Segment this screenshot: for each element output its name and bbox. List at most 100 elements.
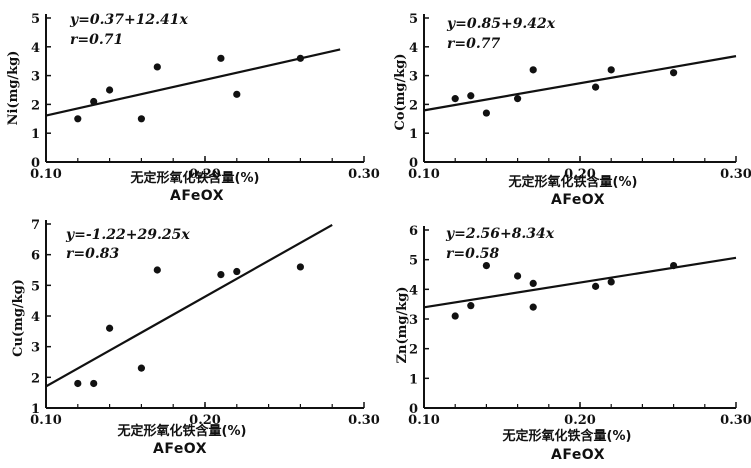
regression-equation: y=0.37+12.41x bbox=[69, 12, 189, 28]
chart-panel-co: 0 1 2 3 4 5 0.10 0.20 0.30 y=0.85+9.42x r=0.77 Co(m… bbox=[393, 12, 751, 208]
y-tick-label: 2 bbox=[409, 343, 418, 358]
data-point bbox=[90, 379, 98, 388]
y-tick-label: 6 bbox=[31, 249, 40, 264]
y-tick-label: 5 bbox=[409, 254, 418, 269]
data-point bbox=[514, 95, 522, 103]
data-point bbox=[514, 272, 522, 280]
y-axis-label: Ni(mg/kg) bbox=[6, 51, 21, 126]
y-tick-label: 1 bbox=[31, 402, 40, 417]
x-axis-sublabel: AFeOX bbox=[170, 188, 224, 204]
data-point bbox=[529, 279, 537, 287]
chart-panel-ni: 0 1 2 3 4 5 0.10 0.20 0.30 y=0.37+12.41x r=0.71 Ni(… bbox=[6, 12, 380, 204]
data-point bbox=[233, 90, 241, 98]
y-tick-label: 1 bbox=[31, 127, 40, 142]
x-tick-label: 0.30 bbox=[348, 413, 380, 428]
y-tick-label: 4 bbox=[409, 283, 418, 298]
y-tick-label: 5 bbox=[31, 279, 40, 294]
chart-panel-cu: 1 2 3 4 5 6 7 0.10 0.20 0.30 y=-1.22+29.25x r=0.83 C… bbox=[11, 218, 380, 457]
data-point bbox=[74, 115, 82, 123]
x-axis-sublabel: AFeOX bbox=[551, 447, 605, 463]
regression-line bbox=[423, 256, 737, 309]
correlation-r: r=0.71 bbox=[70, 32, 123, 48]
y-axis-label: Zn(mg/kg) bbox=[395, 287, 410, 364]
regression-equation: y=2.56+8.34x bbox=[445, 226, 555, 242]
x-axis-sublabel: AFeOX bbox=[551, 192, 605, 208]
correlation-r: r=0.58 bbox=[446, 246, 499, 262]
y-tick-label: 3 bbox=[409, 70, 418, 85]
data-point bbox=[451, 95, 459, 103]
x-tick-label: 0.20 bbox=[189, 167, 221, 182]
x-tick-label: 0.10 bbox=[408, 167, 440, 182]
y-tick-label: 5 bbox=[31, 12, 40, 27]
data-point bbox=[482, 109, 490, 117]
y-axis-label: Co(mg/kg) bbox=[393, 53, 408, 130]
x-tick-label: 0.30 bbox=[720, 413, 751, 428]
data-point bbox=[74, 379, 82, 388]
x-axis-label: 无定形氧化铁含量(%) bbox=[508, 174, 638, 190]
x-axis-sublabel: AFeOX bbox=[153, 441, 207, 457]
y-tick-label: 4 bbox=[31, 310, 40, 325]
y-tick-label: 3 bbox=[31, 341, 40, 356]
y-tick-label: 2 bbox=[409, 98, 418, 113]
y-axis-label: Cu(mg/kg) bbox=[11, 279, 26, 357]
data-point bbox=[153, 266, 161, 274]
data-point bbox=[592, 282, 600, 290]
y-tick-label: 7 bbox=[31, 218, 40, 233]
regression-line bbox=[45, 48, 341, 117]
data-point bbox=[296, 54, 304, 62]
x-tick-label: 0.10 bbox=[30, 167, 62, 182]
data-point bbox=[592, 83, 600, 91]
y-tick-label: 1 bbox=[409, 127, 418, 142]
data-point bbox=[607, 278, 615, 286]
regression-line bbox=[45, 223, 333, 388]
y-tick-label: 2 bbox=[31, 371, 40, 386]
data-point bbox=[106, 86, 114, 94]
data-point bbox=[670, 262, 678, 270]
y-tick-label: 3 bbox=[31, 70, 40, 85]
data-point bbox=[482, 262, 490, 270]
y-tick-label: 4 bbox=[31, 41, 40, 56]
data-point bbox=[670, 69, 678, 77]
data-point bbox=[451, 312, 459, 320]
x-tick-label: 0.20 bbox=[564, 167, 596, 182]
x-axis-label: 无定形氧化铁含量(%) bbox=[502, 428, 632, 444]
data-point bbox=[296, 263, 304, 271]
y-tick-label: 0 bbox=[409, 402, 418, 417]
y-tick-label: 0 bbox=[409, 156, 418, 171]
data-point bbox=[529, 66, 537, 74]
y-tick-label: 5 bbox=[409, 12, 418, 27]
data-point bbox=[137, 364, 145, 372]
data-point bbox=[217, 271, 225, 279]
data-point bbox=[607, 66, 615, 74]
x-axis-label: 无定形氧化铁含量(%) bbox=[130, 170, 260, 186]
data-point bbox=[137, 115, 145, 123]
regression-equation: y=0.85+9.42x bbox=[446, 16, 556, 32]
data-point bbox=[217, 54, 225, 62]
x-axis-label: 无定形氧化铁含量(%) bbox=[117, 423, 247, 439]
x-tick-label: 0.10 bbox=[30, 413, 62, 428]
regression-line bbox=[423, 55, 737, 112]
regression-equation: y=-1.22+29.25x bbox=[65, 227, 190, 243]
x-tick-label: 0.20 bbox=[189, 413, 221, 428]
x-tick-label: 0.30 bbox=[348, 167, 380, 182]
data-point bbox=[153, 63, 161, 71]
data-point bbox=[529, 303, 537, 311]
y-tick-label: 1 bbox=[409, 372, 418, 387]
y-tick-label: 2 bbox=[31, 98, 40, 113]
data-point bbox=[233, 267, 241, 276]
data-point bbox=[467, 92, 475, 100]
data-point bbox=[106, 324, 114, 332]
x-tick-label: 0.30 bbox=[720, 167, 751, 182]
correlation-r: r=0.83 bbox=[66, 246, 119, 262]
correlation-r: r=0.77 bbox=[447, 36, 500, 52]
x-tick-label: 0.10 bbox=[408, 413, 440, 428]
y-tick-label: 4 bbox=[409, 41, 418, 56]
x-tick-label: 0.20 bbox=[564, 413, 596, 428]
data-point bbox=[90, 97, 98, 106]
y-tick-label: 3 bbox=[409, 313, 418, 328]
data-point bbox=[467, 302, 475, 310]
chart-panel-zn: 0 1 2 3 4 5 6 0.10 0.20 0.30 y=2.56+8.34x r=0.58 Zn(… bbox=[395, 224, 751, 463]
y-tick-label: 0 bbox=[31, 156, 40, 171]
y-tick-label: 6 bbox=[409, 224, 418, 239]
